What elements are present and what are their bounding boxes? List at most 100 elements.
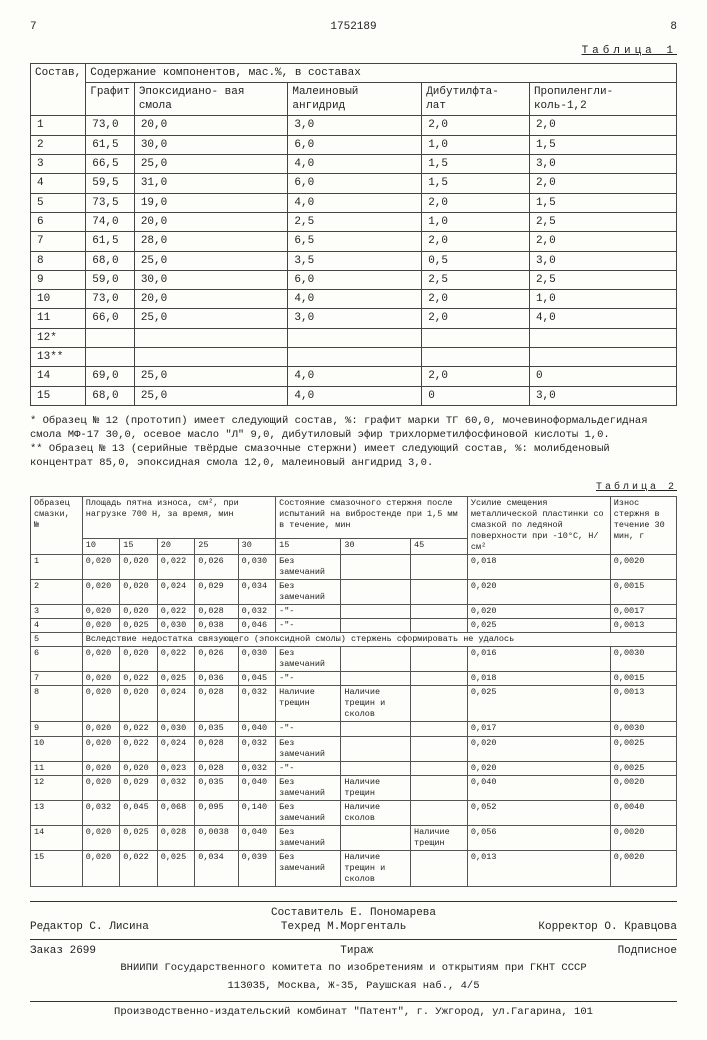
table-cell: 2,0 [422,193,530,212]
t1-col-header: Малеиновый ангидрид [288,82,422,116]
t2-h-force: Усилие смещения металлической пластинки … [467,496,610,554]
table-cell: 0,0025 [610,761,676,775]
table-cell: 0,025 [120,619,158,633]
table-cell: 1,5 [422,174,530,193]
table-cell: 9 [31,722,83,736]
table-cell: 28,0 [134,232,288,251]
table-cell: 0,052 [467,800,610,825]
table-cell: 30,0 [134,135,288,154]
table-cell: 0,030 [157,619,195,633]
table-cell: 0,020 [467,761,610,775]
table-cell: 0,029 [195,579,238,604]
table-cell: 2,0 [529,116,676,135]
table-cell [288,348,422,367]
table-cell: 0,038 [195,619,238,633]
table-cell: 15 [31,386,86,405]
table-cell: 15 [31,850,83,886]
address: 113035, Москва, Ж-35, Раушская наб., 4/5 [30,980,677,994]
table-cell: Наличие сколов [341,800,411,825]
table-cell: 0,039 [238,850,276,886]
table-cell: 0,068 [157,800,195,825]
table-cell: -"- [276,605,341,619]
table-cell: 0,020 [82,686,120,722]
table-cell: 61,5 [86,232,135,251]
table-row-span: 5Вследствие недостатка связующего (эпокс… [31,633,677,647]
table-cell: 0,0030 [610,647,676,672]
table-cell [341,619,411,633]
table-cell: 25,0 [134,155,288,174]
table-row: 60,0200,0200,0220,0260,030Без замечаний0… [31,647,677,672]
table1-caption: Таблица 1 [30,44,677,58]
table-cell: 0,140 [238,800,276,825]
table1: Состав, Содержание компонентов, мас.%, в… [30,63,677,406]
table-cell [411,605,468,619]
table-cell: 0,032 [238,605,276,619]
table-cell: 2 [31,579,83,604]
table-cell: 3,0 [529,155,676,174]
table-cell: 0,0040 [610,800,676,825]
table-cell: 0,024 [157,736,195,761]
table-cell: 3 [31,605,83,619]
footnote-1: * Образец № 12 (прототип) имеет следующи… [30,414,677,442]
table-cell: 0,020 [120,605,158,619]
table-cell: 1,5 [529,193,676,212]
table-row: 10,0200,0200,0220,0260,030Без замечаний0… [31,554,677,579]
table-cell: 4,0 [529,309,676,328]
table-cell: 0,028 [195,736,238,761]
t2-subheader: 15 [276,538,341,554]
table-cell: 0,020 [82,736,120,761]
table-cell: 74,0 [86,212,135,231]
page-num-right: 8 [670,20,677,34]
table-row: 959,030,06,02,52,5 [31,270,677,289]
table-cell: 4 [31,619,83,633]
table-cell: 0,020 [120,761,158,775]
sign: Подписное [618,944,677,958]
table-cell: 0,032 [238,736,276,761]
table-cell: 25,0 [134,251,288,270]
table-row: 12* [31,328,677,347]
table-cell: 6,5 [288,232,422,251]
table-row: 1166,025,03,02,04,0 [31,309,677,328]
table-cell: Без замечаний [276,800,341,825]
table-cell [86,348,135,367]
table-cell: 0,040 [238,775,276,800]
table-cell: 0,026 [195,647,238,672]
table-cell [529,328,676,347]
table-cell: 7 [31,232,86,251]
table-cell: 19,0 [134,193,288,212]
table-cell: 73,0 [86,116,135,135]
table-cell [411,619,468,633]
table-row: 674,020,02,51,02,5 [31,212,677,231]
table-cell: 4,0 [288,367,422,386]
table-cell [411,736,468,761]
table2-caption: Таблица 2 [30,481,677,494]
table-cell: 0,022 [120,736,158,761]
table-cell: 10 [31,736,83,761]
table-cell: -"- [276,672,341,686]
table-cell: 12* [31,328,86,347]
table-cell: 13 [31,800,83,825]
table-cell: 30,0 [134,270,288,289]
table-cell: 0,025 [157,850,195,886]
table-cell: 2,5 [529,212,676,231]
table-row: 1568,025,04,003,0 [31,386,677,405]
table-row: 110,0200,0200,0230,0280,032-"-0,0200,002… [31,761,677,775]
table-cell [341,761,411,775]
table-cell: Без замечаний [276,850,341,886]
table-cell: 0,028 [195,686,238,722]
patent-number: 1752189 [37,20,671,34]
table-cell: 0,013 [467,850,610,886]
table-cell: 0,0013 [610,619,676,633]
table-cell: 2 [31,135,86,154]
table-cell: 0,032 [82,800,120,825]
table-cell: 0,036 [195,672,238,686]
table-cell: 2,0 [422,309,530,328]
table-cell: 2,5 [422,270,530,289]
footnote-2: ** Образец № 13 (серийные твёрдые смазоч… [30,442,677,470]
table-row: 366,525,04,01,53,0 [31,155,677,174]
table-cell [411,761,468,775]
table-cell: 1,5 [422,155,530,174]
table-cell: 0,025 [157,672,195,686]
table-cell: 3,0 [529,386,676,405]
table-cell: 0,0017 [610,605,676,619]
